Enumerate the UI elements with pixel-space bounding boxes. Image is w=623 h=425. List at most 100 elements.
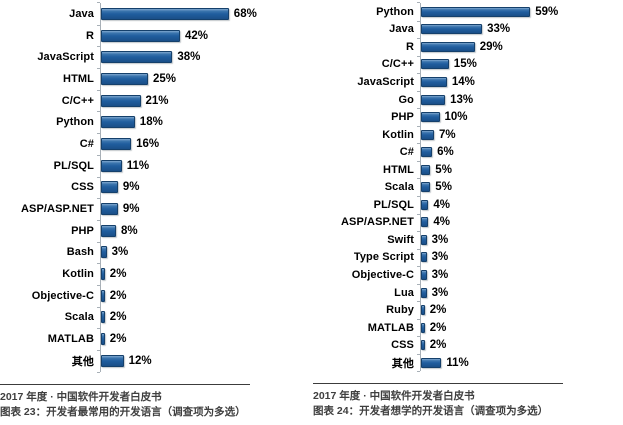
bar-row: R 29% (311, 38, 623, 57)
caption-divider (0, 383, 250, 385)
bar-row: CSS 9% (0, 176, 311, 199)
bar-row: JavaScript 14% (311, 73, 623, 92)
bar (421, 24, 483, 35)
bar-row: PL/SQL 4% (311, 196, 623, 215)
value-label: 3% (431, 251, 449, 264)
bar (421, 182, 431, 193)
bar-area: 11% (97, 154, 311, 178)
category-label: 其他 (71, 355, 94, 368)
value-label: 11% (446, 356, 469, 369)
bar (101, 94, 141, 107)
value-label: 42% (185, 29, 209, 42)
value-label: 12% (128, 354, 152, 367)
category-label: Ruby (386, 304, 414, 317)
bar-area: 4% (417, 213, 623, 232)
bar-row: 其他 11% (311, 353, 623, 373)
value-label: 2% (109, 289, 127, 302)
bar-row: Java 33% (311, 20, 623, 39)
bar (101, 246, 107, 259)
category-label: MATLAB (367, 321, 414, 334)
bar-area: 68% (97, 2, 311, 26)
bar-area: 21% (97, 89, 311, 113)
bar-area: 38% (97, 46, 311, 69)
value-label: 5% (435, 181, 452, 194)
category-label: C# (79, 137, 94, 150)
bar (421, 94, 446, 105)
category-label: CSS (391, 339, 414, 352)
bar-area: 5% (417, 160, 623, 180)
bar-row: ASP/ASP.NET 4% (311, 213, 623, 232)
value-label: 15% (453, 58, 477, 71)
category-label: C/C++ (381, 58, 414, 71)
bar-row: MATLAB 2% (0, 328, 311, 351)
category-label: Scala (384, 181, 414, 194)
bar-row: Ruby 2% (311, 301, 623, 320)
bar-area: 2% (97, 306, 311, 329)
category-label: JavaScript (357, 75, 414, 88)
bar-row: JavaScript 38% (0, 46, 311, 69)
category-label: Objective-C (31, 289, 94, 302)
bar-row: Kotlin 2% (0, 263, 311, 286)
bar-row: PL/SQL 11% (0, 154, 311, 178)
value-label: 3% (431, 233, 449, 246)
category-label: CSS (71, 181, 94, 194)
bar-area: 8% (97, 219, 311, 243)
value-label: 59% (535, 5, 559, 18)
bar (421, 287, 427, 298)
category-label: PL/SQL (53, 159, 94, 172)
bar-area: 2% (97, 284, 311, 308)
value-label: 38% (177, 51, 201, 64)
value-label: 3% (431, 268, 449, 281)
bar-row: CSS 2% (311, 336, 623, 355)
bar-area: 3% (417, 283, 623, 302)
bar (101, 7, 229, 20)
value-label: 2% (429, 321, 447, 334)
bar-area: 29% (417, 38, 623, 57)
category-label: Scala (64, 311, 94, 324)
category-label: PL/SQL (373, 198, 414, 211)
bar (421, 269, 427, 280)
value-label: 14% (451, 75, 475, 88)
bar (421, 59, 449, 70)
category-label: 其他 (391, 357, 414, 370)
value-label: 4% (433, 216, 451, 229)
bar-row: Type Script 3% (311, 248, 623, 267)
value-label: 2% (429, 304, 447, 317)
bar (421, 164, 431, 175)
bar (421, 6, 531, 17)
bar (101, 116, 135, 129)
bar-area: 15% (417, 55, 623, 74)
bar (101, 203, 118, 216)
bar (421, 112, 440, 123)
bar-row: Go 13% (311, 90, 623, 109)
value-label: 2% (109, 311, 127, 324)
bar-area: 2% (417, 336, 623, 355)
bar-row: Objective-C 3% (311, 266, 623, 285)
bar-plot-most-used: Java 68% R 42% JavaScript 38% HTML 25% C/C++ 21% P… (0, 0, 311, 373)
caption-title: 图表 24：开发者想学的开发语言（调查项为多选） (313, 405, 549, 418)
bar (421, 129, 434, 140)
bar-area: 11% (417, 353, 623, 373)
bar-area: 3% (417, 231, 623, 250)
category-label: HTML (63, 72, 94, 85)
bar (101, 354, 124, 367)
bar-area: 3% (417, 248, 623, 267)
bar-area: 33% (417, 20, 623, 39)
value-label: 11% (126, 159, 150, 172)
bar-area: 2% (417, 301, 623, 320)
bar-area: 2% (97, 328, 311, 351)
category-label: Objective-C (351, 268, 414, 281)
value-label: 18% (139, 116, 163, 129)
category-label: Java (389, 23, 414, 36)
bar (101, 72, 148, 85)
category-label: HTML (383, 163, 414, 176)
category-label: Bash (66, 246, 94, 259)
bar (421, 234, 427, 245)
category-label: Swift (387, 233, 414, 246)
chart-caption-want-to-learn: 2017 年度 · 中国软件开发者白皮书 图表 24：开发者想学的开发语言（调查… (311, 383, 623, 419)
value-label: 2% (109, 333, 127, 346)
bar-row: 其他 12% (0, 350, 311, 373)
bar-area: 25% (97, 68, 311, 91)
value-label: 16% (136, 137, 160, 150)
bar-row: Kotlin 7% (311, 125, 623, 144)
